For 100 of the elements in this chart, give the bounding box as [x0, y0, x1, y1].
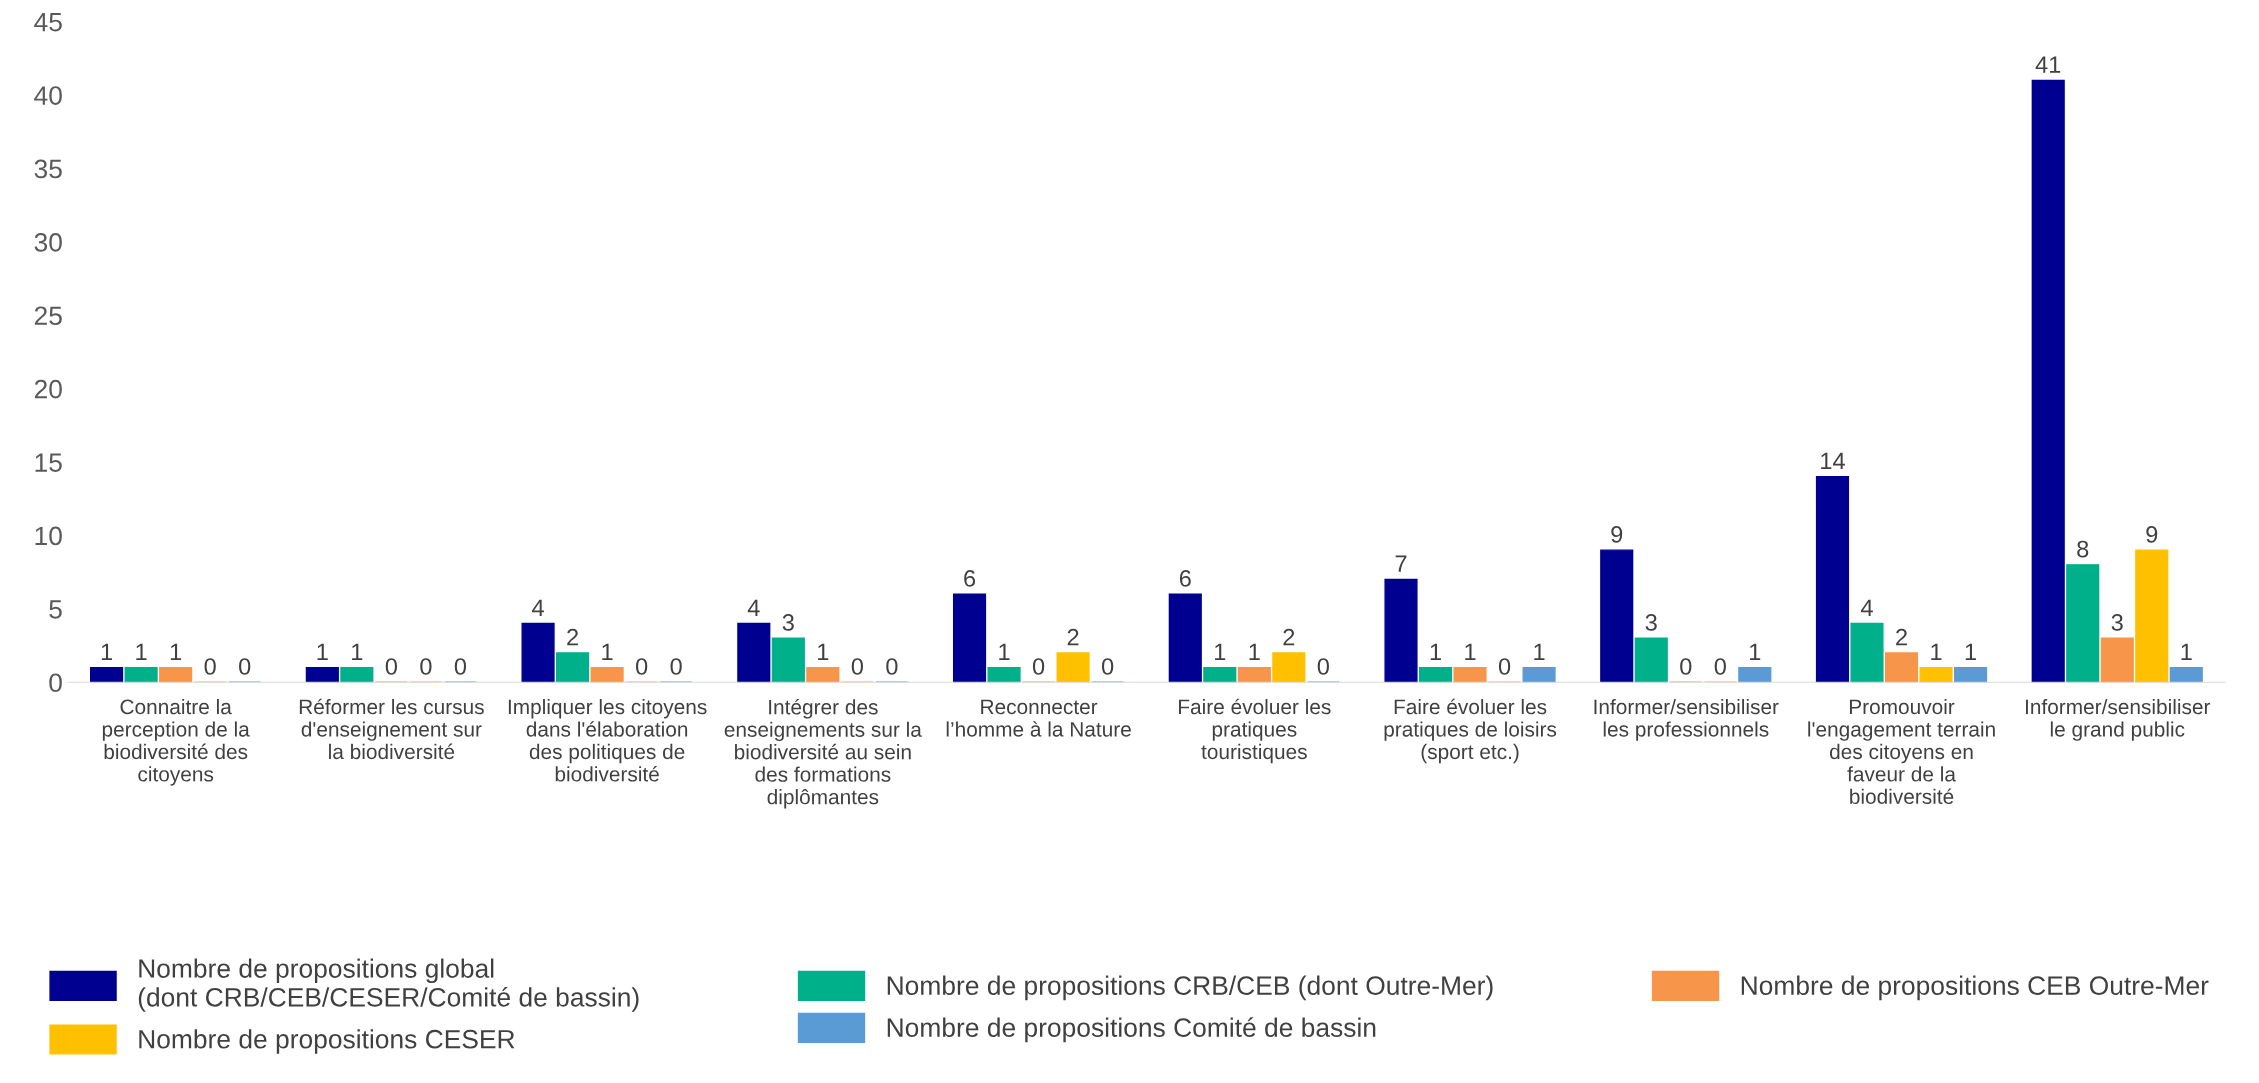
data-label: 0 — [385, 658, 398, 675]
bar — [2031, 79, 2065, 683]
bar — [1237, 666, 1271, 683]
data-label: 1 — [1430, 643, 1441, 660]
data-label: 1 — [317, 643, 328, 660]
data-label: 2 — [1283, 628, 1295, 646]
data-label: 1 — [999, 643, 1010, 660]
data-label: 0 — [1101, 658, 1114, 675]
bar — [1056, 652, 1090, 683]
data-label: 8 — [2077, 540, 2089, 558]
bar — [1815, 476, 1850, 683]
legend-label: Nombre de propositions CEB Outre-Mer — [1741, 975, 2209, 1001]
data-label: 1 — [1215, 643, 1226, 660]
data-label: 14 — [1821, 452, 1845, 470]
data-label: 1 — [1750, 643, 1761, 660]
data-label: 0 — [204, 658, 216, 675]
x-tick-label: Promouvoir l'engagement terrain des citoyens en faveur de la biodiversité — [1808, 698, 1995, 805]
data-label: 3 — [2111, 614, 2123, 631]
y-tick-label: 15 — [35, 453, 62, 472]
bar — [1453, 666, 1487, 683]
y-tick-label: 35 — [34, 159, 62, 179]
bar — [340, 666, 374, 683]
bar — [1884, 652, 1919, 683]
bar — [1850, 622, 1884, 683]
bar — [2135, 549, 2169, 683]
data-label: 0 — [1498, 658, 1511, 675]
bar — [1738, 666, 1772, 683]
data-label: 3 — [1645, 614, 1657, 631]
legend-label: Nombre de propositions global (dont CRB/CEB/CESER/Comité de bassin) — [138, 958, 639, 1012]
bar — [1600, 549, 1634, 683]
bar — [806, 666, 840, 683]
bar — [521, 622, 555, 683]
bar — [1953, 666, 1988, 683]
data-label: 6 — [1179, 570, 1191, 587]
data-label: 4 — [532, 599, 544, 616]
y-tick-label: 0 — [49, 673, 62, 693]
data-label: 0 — [670, 658, 682, 675]
data-label: 1 — [602, 643, 613, 660]
data-label: 0 — [886, 658, 898, 675]
x-tick-label: Intégrer des enseignements sur la biodiversité au sein des formations diplômantes — [724, 698, 922, 809]
data-label: 1 — [1931, 643, 1942, 660]
data-label: 41 — [2035, 56, 2061, 73]
data-label: 1 — [1465, 643, 1476, 660]
bar — [1203, 666, 1237, 683]
data-label: 1 — [170, 643, 182, 660]
data-label: 9 — [2146, 526, 2158, 543]
y-tick-label: 5 — [49, 600, 62, 619]
bar — [1919, 666, 1953, 683]
bar — [737, 622, 771, 683]
bar — [159, 666, 193, 683]
data-label: 1 — [136, 643, 147, 660]
data-label: 6 — [964, 570, 976, 587]
bar — [1272, 652, 1306, 683]
bar — [2169, 666, 2203, 683]
bar — [2100, 637, 2134, 683]
x-tick-label: Faire évoluer les pratiques de loisirs (sport etc.) — [1384, 698, 1557, 764]
data-label: 1 — [818, 643, 829, 660]
data-label: 0 — [851, 658, 863, 675]
x-tick-label: Reconnecter l’homme à la Nature — [946, 699, 1131, 737]
data-label: 4 — [747, 599, 760, 616]
bar — [590, 666, 624, 683]
bar — [1168, 593, 1202, 683]
x-tick-label: Connaitre la perception de la biodiversité des citoyens — [102, 698, 250, 786]
x-tick-label: Impliquer les citoyens dans l'élaboration des politiques de biodiversité — [508, 698, 707, 782]
y-tick-label: 40 — [34, 86, 62, 105]
data-label: 4 — [1860, 599, 1873, 616]
y-tick-label: 20 — [34, 379, 62, 399]
bar — [1634, 637, 1668, 683]
data-label: 0 — [1680, 658, 1692, 675]
y-tick-label: 10 — [35, 526, 62, 546]
data-label: 1 — [101, 643, 113, 660]
bar — [124, 666, 158, 683]
data-label: 2 — [1896, 628, 1907, 646]
data-label: 9 — [1611, 526, 1623, 543]
bar — [556, 652, 590, 683]
data-label: 1 — [2181, 643, 2192, 660]
bar — [1522, 666, 1556, 683]
y-tick-label: 30 — [34, 233, 62, 252]
x-tick-label: Réformer les cursus d'enseignement sur la biodiversité — [299, 698, 484, 760]
x-tick-label: Informer/sensibiliser le grand public — [2025, 698, 2211, 741]
bar — [305, 666, 339, 683]
data-label: 7 — [1395, 555, 1407, 572]
legend-label: Nombre de propositions Comité de bassin — [887, 1017, 1376, 1043]
data-label: 2 — [567, 628, 578, 646]
bar — [1418, 666, 1453, 683]
bar — [987, 666, 1021, 683]
bar — [90, 666, 124, 683]
data-label: 1 — [352, 643, 363, 660]
data-label: 3 — [782, 614, 794, 631]
y-tick-label: 45 — [34, 13, 62, 32]
bar — [952, 593, 987, 683]
data-label: 1 — [1965, 643, 1976, 660]
bar — [771, 637, 805, 683]
data-label: 0 — [239, 658, 251, 675]
legend-label: Nombre de propositions CESER — [139, 1029, 515, 1054]
data-label: 0 — [454, 658, 467, 675]
x-tick-label: Informer/sensibiliser les professionnels — [1594, 698, 1779, 741]
data-label: 0 — [635, 658, 648, 675]
data-label: 0 — [1714, 658, 1726, 675]
data-label: 0 — [420, 658, 432, 675]
